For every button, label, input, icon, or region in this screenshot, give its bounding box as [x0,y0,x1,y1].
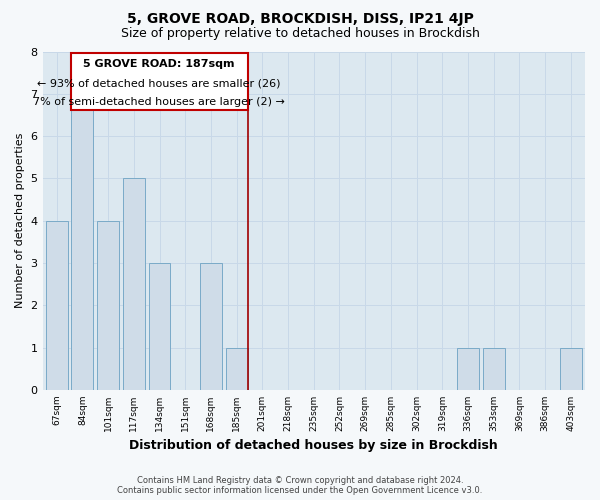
Bar [71,94,94,390]
Bar [149,263,170,390]
Text: 7% of semi-detached houses are larger (2) →: 7% of semi-detached houses are larger (2… [33,97,285,107]
X-axis label: Distribution of detached houses by size in Brockdish: Distribution of detached houses by size … [130,440,498,452]
Bar [97,220,119,390]
Text: 5, GROVE ROAD, BROCKDISH, DISS, IP21 4JP: 5, GROVE ROAD, BROCKDISH, DISS, IP21 4JP [127,12,473,26]
Bar [560,348,582,390]
Bar [457,348,479,390]
Text: Size of property relative to detached houses in Brockdish: Size of property relative to detached ho… [121,28,479,40]
Text: 5 GROVE ROAD: 187sqm: 5 GROVE ROAD: 187sqm [83,59,235,69]
Bar [123,178,145,390]
Text: Contains public sector information licensed under the Open Government Licence v3: Contains public sector information licen… [118,486,482,495]
Bar [200,263,222,390]
Y-axis label: Number of detached properties: Number of detached properties [15,133,25,308]
Bar [46,220,68,390]
Bar [483,348,505,390]
FancyBboxPatch shape [71,53,248,110]
Bar [226,348,248,390]
Text: Contains HM Land Registry data © Crown copyright and database right 2024.: Contains HM Land Registry data © Crown c… [137,476,463,485]
Text: ← 93% of detached houses are smaller (26): ← 93% of detached houses are smaller (26… [37,78,281,88]
